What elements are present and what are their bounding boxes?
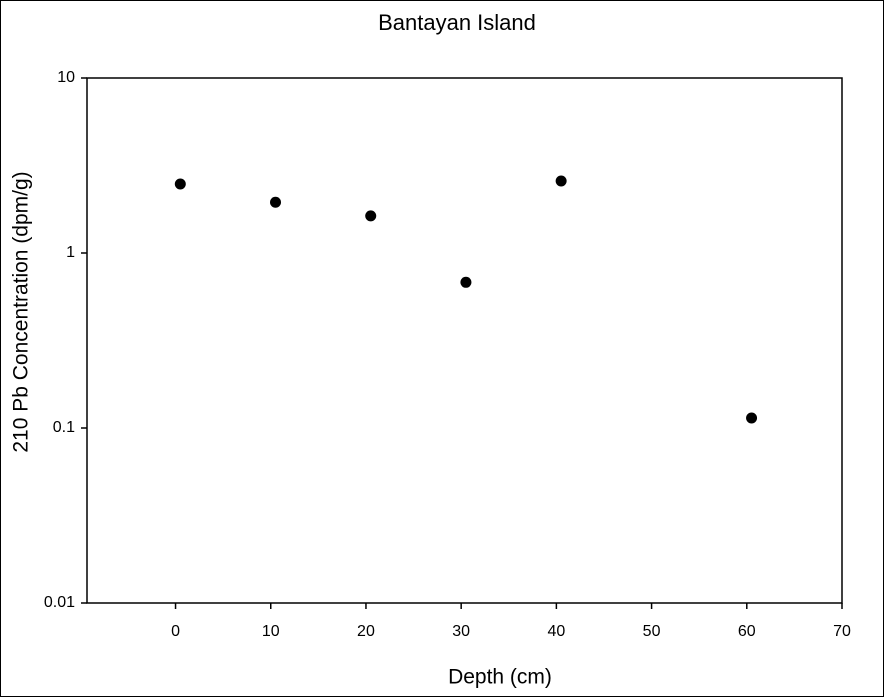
y-axis-label: 210 Pb Concentration (dpm/g)	[10, 171, 33, 452]
chart-title: Bantayan Island	[378, 10, 536, 35]
y-tick-label: 0.01	[44, 594, 75, 611]
x-tick-label: 70	[833, 623, 851, 640]
plot-area	[86, 77, 843, 604]
x-tick-label: 0	[171, 623, 180, 640]
x-tick-label: 60	[738, 623, 756, 640]
x-tick-label: 50	[643, 623, 661, 640]
data-point	[365, 210, 377, 222]
data-point	[555, 175, 567, 187]
x-axis-label: Depth (cm)	[448, 666, 552, 689]
y-tick-label: 0.1	[53, 419, 75, 436]
x-tick-label: 10	[262, 623, 280, 640]
x-tick-label: 40	[547, 623, 565, 640]
data-point	[460, 276, 472, 288]
data-point	[746, 412, 758, 424]
x-tick-label: 30	[452, 623, 470, 640]
data-point	[270, 196, 282, 208]
y-tick-label: 1	[66, 244, 75, 261]
x-tick-label: 20	[357, 623, 375, 640]
y-tick-label: 10	[57, 69, 75, 86]
data-point	[174, 178, 186, 190]
